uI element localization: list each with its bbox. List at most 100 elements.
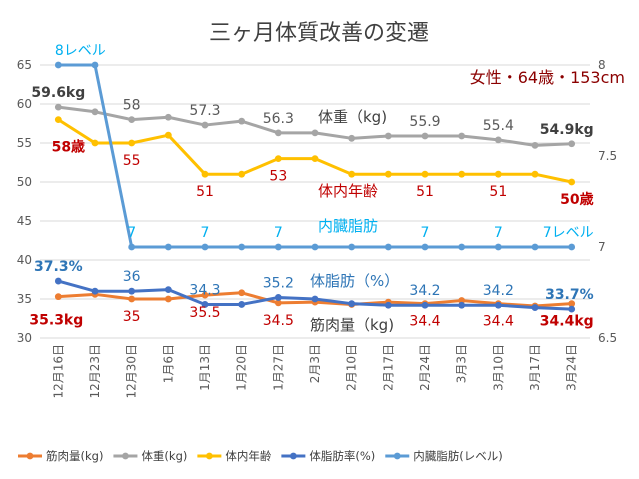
- x-axis: 12月16日 12月23日 12月30日 1月6日 1月13日 1月20日 1月27日 2月3…: [51, 344, 578, 399]
- data-point: [164, 295, 172, 303]
- data-point: [531, 141, 539, 149]
- left-tick-label: 35: [17, 292, 32, 306]
- data-point: [458, 243, 466, 251]
- data-point: [128, 287, 136, 295]
- chart-subtitle: 女性・64歳・153cm: [470, 68, 625, 87]
- data-label: 7: [127, 225, 136, 241]
- data-label: 51: [416, 184, 434, 200]
- data-point: [91, 139, 99, 147]
- x-tick-label: 2月17日: [381, 344, 395, 391]
- legend-marker: [26, 452, 34, 460]
- x-tick-label: 3月10日: [491, 344, 505, 391]
- data-point: [201, 243, 209, 251]
- data-label: 58歳: [52, 139, 85, 156]
- x-tick-label: 1月6日: [161, 344, 175, 383]
- data-point: [421, 301, 429, 309]
- data-point: [384, 301, 392, 309]
- x-tick-label: 12月23日: [88, 344, 102, 399]
- data-label: 51: [489, 184, 507, 200]
- legend-label: 体脂肪率(%): [309, 449, 375, 463]
- x-tick-label: 3月17日: [528, 344, 542, 391]
- data-point: [238, 117, 246, 125]
- left-tick-label: 55: [17, 136, 32, 150]
- left-tick-label: 65: [17, 58, 32, 72]
- data-label: 34.5: [263, 313, 294, 329]
- left-tick-label: 45: [17, 214, 32, 228]
- data-point: [201, 301, 209, 308]
- right-tick-label: 7.5: [598, 149, 617, 163]
- series-inline-label: 内臓脂肪: [318, 217, 378, 235]
- chart-title: 三ヶ月体質改善の変遷: [209, 21, 429, 46]
- data-label: 53: [269, 169, 287, 185]
- data-labels: 35.3kg 35 35.5 34.5 34.4 34.4 34.4kg 59.6kg 58 57…: [29, 43, 593, 330]
- data-point: [348, 300, 356, 308]
- data-point: [531, 243, 539, 251]
- data-label: 7: [201, 225, 210, 241]
- data-point: [164, 113, 172, 121]
- data-point: [274, 243, 282, 251]
- legend-label: 体重(kg): [141, 449, 187, 463]
- left-tick-label: 60: [17, 97, 32, 111]
- data-label: 37.3%: [34, 259, 83, 275]
- data-label: 35.5: [189, 305, 220, 321]
- data-point: [238, 170, 246, 178]
- x-tick-label: 3月3日: [455, 344, 469, 383]
- data-point: [91, 108, 99, 116]
- left-tick-label: 50: [17, 175, 32, 189]
- data-point: [384, 170, 392, 178]
- data-point: [274, 155, 282, 163]
- data-point: [54, 103, 62, 111]
- legend: 筋肉量(kg) 体重(kg) 体内年齢 体脂肪率(%) 内臓脂肪(レベル): [18, 449, 503, 463]
- data-point: [348, 170, 356, 178]
- data-point: [348, 243, 356, 251]
- data-label: 36: [123, 269, 141, 285]
- data-point: [421, 132, 429, 140]
- x-tick-label: 1月13日: [198, 344, 212, 391]
- data-label: 34.3: [189, 282, 220, 298]
- data-point: [458, 301, 466, 309]
- data-label: 7レベル: [543, 225, 594, 241]
- data-point: [274, 299, 282, 307]
- data-point: [164, 286, 172, 294]
- data-point: [238, 301, 246, 308]
- series-inline-label: 体重（kg): [318, 108, 387, 126]
- data-point: [54, 277, 62, 285]
- data-point: [458, 132, 466, 140]
- x-tick-label: 2月3日: [308, 344, 322, 383]
- data-point: [494, 170, 502, 178]
- left-axis: 30 35 40 45 50 55 60 65: [17, 58, 32, 345]
- x-tick-label: 1月20日: [235, 344, 249, 391]
- data-point: [311, 295, 319, 303]
- data-point: [311, 155, 319, 163]
- data-point: [311, 129, 319, 137]
- series-inline-label: 筋肉量（kg): [310, 316, 394, 334]
- x-tick-label: 12月16日: [51, 344, 65, 399]
- data-point: [238, 289, 246, 297]
- data-point: [421, 243, 429, 251]
- data-point: [274, 129, 282, 137]
- data-point: [201, 121, 209, 129]
- data-point: [54, 116, 62, 123]
- data-label: 56.3: [263, 111, 294, 127]
- legend-label: 体内年齢: [225, 449, 271, 463]
- data-label: 7: [421, 225, 430, 241]
- data-label: 58: [123, 98, 141, 114]
- data-label: 34.2: [483, 283, 514, 299]
- x-tick-label: 3月24日: [565, 344, 579, 391]
- data-point: [421, 170, 429, 178]
- data-point: [494, 301, 502, 309]
- data-point: [238, 243, 246, 251]
- data-point: [91, 61, 99, 69]
- data-label: 7: [494, 225, 503, 241]
- x-tick-label: 1月27日: [271, 344, 285, 391]
- data-label: 34.4: [483, 314, 514, 330]
- data-point: [568, 243, 576, 251]
- data-point: [128, 243, 136, 251]
- x-tick-label: 2月24日: [418, 344, 432, 391]
- data-point: [164, 243, 172, 251]
- series-inline-label: 体内年齢: [318, 182, 378, 200]
- data-label: 33.7%: [545, 287, 594, 303]
- right-tick-label: 6.5: [598, 331, 617, 345]
- data-point: [128, 295, 136, 303]
